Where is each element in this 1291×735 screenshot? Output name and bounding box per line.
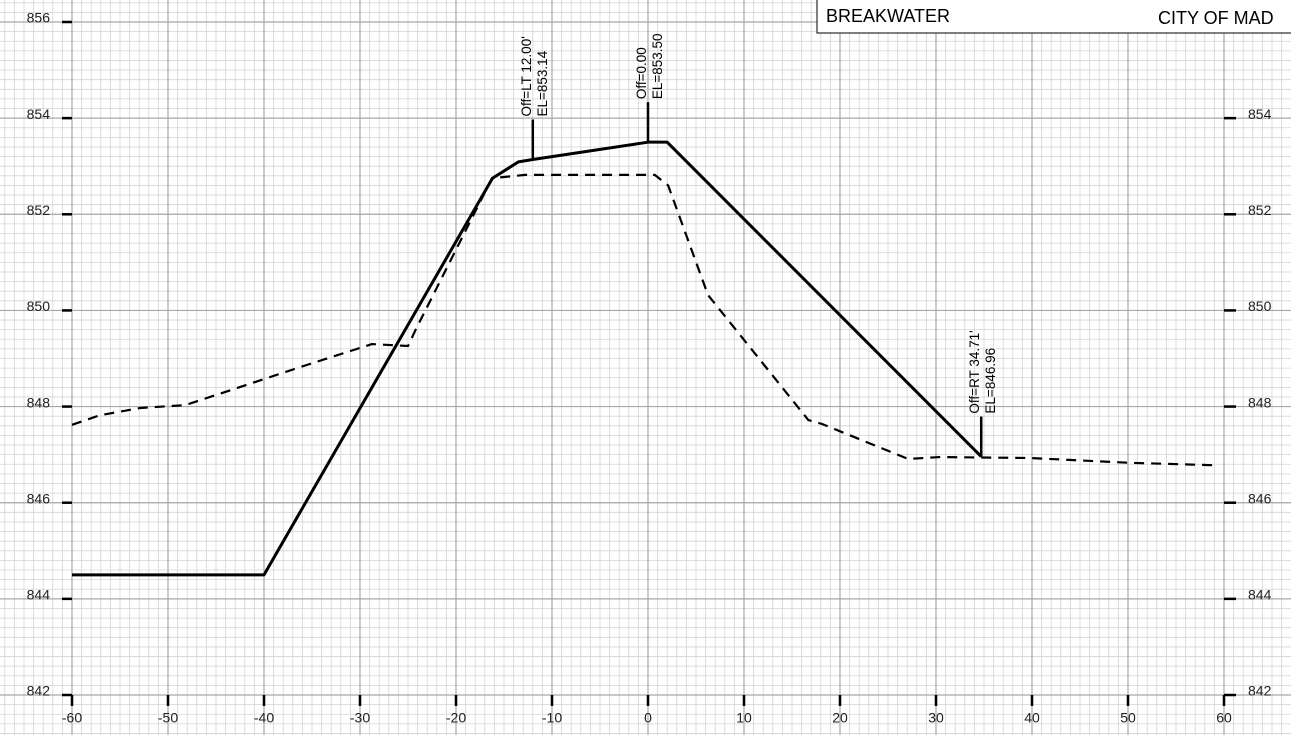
subtitle: CITY OF MAD xyxy=(1158,8,1274,28)
y-tick-label: 850 xyxy=(27,298,51,314)
y-tick-label: 856 xyxy=(27,10,51,26)
x-tick-label: 40 xyxy=(1024,710,1040,726)
title: BREAKWATER xyxy=(826,6,950,26)
y-tick-label: 844 xyxy=(27,587,51,603)
y-tick-label: 854 xyxy=(27,106,51,122)
ticks: -60 -50 -40 -30 -20 -10 0 10 20 30 40 50 60 842 842 844… xyxy=(27,10,1272,726)
x-tick-label: -40 xyxy=(254,710,274,726)
x-tick-label: -50 xyxy=(158,710,178,726)
y-tick-label: 852 xyxy=(27,202,51,218)
y-tick-label: 850 xyxy=(1248,298,1272,314)
x-tick-label: -60 xyxy=(62,710,82,726)
x-tick-label: -10 xyxy=(542,710,562,726)
annotations: Off=LT 12.00' EL=853.14 Off=0.00 EL=853.50 O… xyxy=(519,33,998,457)
title-box xyxy=(816,0,1291,34)
x-tick-label: 30 xyxy=(928,710,944,726)
y-tick-label: 848 xyxy=(27,394,51,410)
profile-line xyxy=(71,173,1214,467)
x-tick-label: -20 xyxy=(446,710,466,726)
annotation-text: EL=853.14 xyxy=(535,50,550,116)
x-tick-label: 50 xyxy=(1120,710,1136,726)
y-tick-label: 842 xyxy=(27,683,51,699)
annotation-text: Off=0.00 xyxy=(634,47,649,99)
y-tick-label: 846 xyxy=(1248,490,1272,506)
x-tick-label: 0 xyxy=(644,710,652,726)
x-tick-label: 60 xyxy=(1216,710,1232,726)
x-tick-label: 20 xyxy=(832,710,848,726)
annotation-text: EL=846.96 xyxy=(983,348,998,414)
y-tick-label: 854 xyxy=(1248,106,1272,122)
y-tick-label: 842 xyxy=(1248,683,1272,699)
annotation-text: Off=LT 12.00' xyxy=(519,36,534,116)
profile-line xyxy=(72,140,983,577)
annotation-text: Off=RT 34.71' xyxy=(967,330,982,413)
x-tick-label: 10 xyxy=(736,710,752,726)
y-tick-label: 852 xyxy=(1248,202,1272,218)
y-tick-label: 844 xyxy=(1248,587,1272,603)
annotation-text: EL=853.50 xyxy=(650,33,665,99)
x-tick-label: -30 xyxy=(350,710,370,726)
y-tick-label: 846 xyxy=(27,490,51,506)
y-tick-label: 848 xyxy=(1248,394,1272,410)
profiles xyxy=(71,140,1214,577)
